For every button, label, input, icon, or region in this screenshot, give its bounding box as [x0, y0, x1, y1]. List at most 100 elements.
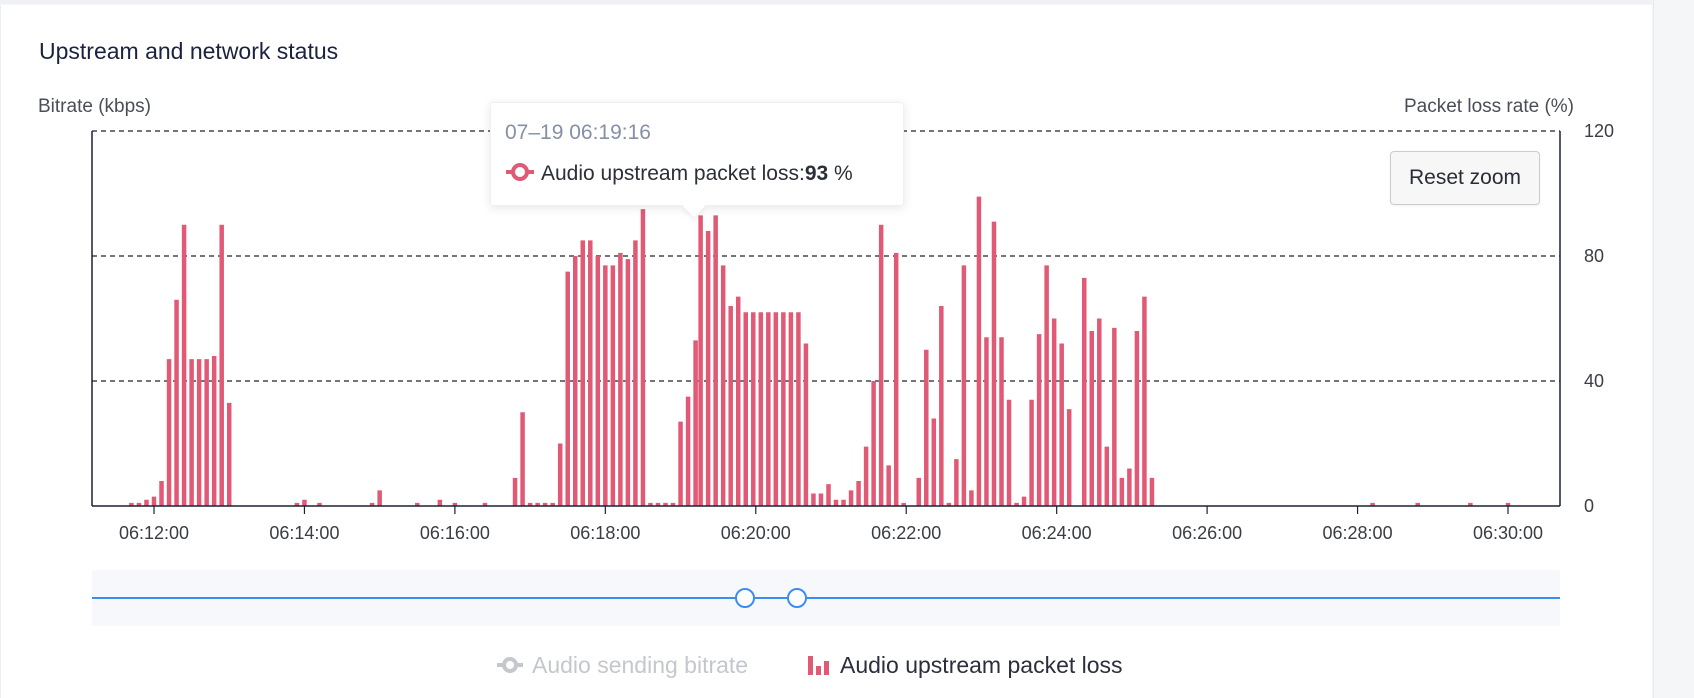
bar	[1127, 468, 1132, 506]
bar	[1505, 502, 1511, 506]
bar	[655, 502, 661, 506]
bar	[735, 296, 741, 506]
bar	[720, 265, 726, 506]
navigator-series-line	[92, 597, 1560, 599]
bar	[841, 499, 846, 506]
legend-item-audio-sending-bitrate[interactable]: Audio sending bitrate	[496, 652, 748, 679]
bar	[437, 499, 443, 506]
bar	[595, 256, 601, 506]
bar	[871, 381, 876, 506]
bar	[946, 502, 952, 506]
x-tick-label: 06:26:00	[1172, 523, 1242, 543]
bar	[924, 349, 929, 506]
bar	[999, 337, 1004, 506]
bar	[1104, 446, 1110, 506]
card-title: Upstream and network status	[39, 38, 339, 64]
x-tick-label: 06:18:00	[570, 523, 640, 543]
bar	[1142, 296, 1147, 506]
bar	[961, 265, 967, 506]
bar	[766, 312, 771, 506]
bar	[878, 224, 884, 506]
bar	[728, 306, 733, 506]
x-tick-label: 06:22:00	[871, 523, 941, 543]
y-tick-label: 80	[1584, 246, 1604, 266]
bar	[640, 209, 646, 506]
bar	[811, 493, 816, 506]
y-tick-label: 120	[1584, 121, 1614, 141]
bar	[588, 240, 593, 506]
reset-zoom-button[interactable]: Reset zoom	[1390, 151, 1540, 205]
bar	[1059, 343, 1064, 506]
bar	[648, 502, 653, 506]
bar	[159, 481, 164, 506]
bar	[781, 312, 786, 506]
bar	[1119, 477, 1125, 506]
tooltip-value: 93	[804, 162, 829, 185]
bar	[856, 481, 861, 506]
bar	[1066, 409, 1072, 506]
bar	[751, 312, 756, 506]
bar	[618, 252, 623, 506]
bar	[580, 240, 586, 506]
bar	[302, 499, 307, 506]
bar	[743, 312, 748, 506]
bar	[848, 490, 854, 506]
x-tick-label: 06:30:00	[1473, 523, 1543, 543]
bar	[294, 502, 300, 506]
bar	[931, 418, 937, 506]
bar	[204, 359, 209, 506]
range-navigator[interactable]	[92, 570, 1560, 626]
right-axis-title: Packet loss rate (%)	[1404, 96, 1574, 117]
bar	[369, 502, 375, 506]
bar	[991, 221, 997, 506]
bar	[954, 459, 959, 506]
x-tick-label: 06:20:00	[721, 523, 791, 543]
bar	[826, 484, 831, 506]
bar	[565, 271, 570, 506]
bar	[1036, 334, 1042, 506]
bar	[969, 490, 974, 506]
bar	[181, 224, 187, 506]
bar	[572, 256, 578, 506]
bar	[603, 265, 608, 506]
bar	[174, 299, 179, 506]
bar	[1149, 477, 1155, 506]
bar	[893, 252, 899, 506]
bar	[863, 446, 869, 506]
packet-loss-chart[interactable]: 0 40 80 120 06:12:00 06:14:00 06:16:00 06:18:00…	[0, 0, 1694, 560]
bar	[1014, 502, 1019, 506]
bar	[1370, 502, 1375, 506]
bar	[1044, 265, 1049, 506]
bar	[535, 502, 540, 506]
bar	[1097, 318, 1102, 506]
left-axis-title: Bitrate (kbps)	[38, 96, 151, 117]
bar	[698, 215, 703, 506]
bar	[705, 231, 711, 506]
bar	[1415, 502, 1420, 506]
x-tick-label: 06:12:00	[119, 523, 189, 543]
range-end-handle[interactable]	[786, 588, 807, 608]
bar	[1021, 496, 1027, 506]
bar	[482, 502, 488, 506]
bar	[1081, 277, 1087, 506]
bar	[796, 312, 801, 506]
bar	[916, 477, 922, 506]
legend-item-audio-upstream-packet-loss[interactable]: Audio upstream packet loss	[806, 652, 1123, 679]
range-start-handle[interactable]	[735, 588, 756, 608]
bar	[1134, 331, 1140, 506]
bar	[788, 312, 794, 506]
bar	[415, 502, 420, 506]
bar	[542, 502, 548, 506]
bar	[1112, 327, 1117, 506]
bar	[984, 337, 989, 506]
bar	[189, 359, 194, 506]
x-tick-label: 06:28:00	[1323, 523, 1393, 543]
y-tick-label: 40	[1584, 371, 1604, 391]
bar	[818, 493, 824, 506]
y-tick-label: 0	[1584, 496, 1594, 516]
bar	[901, 502, 906, 506]
bar	[166, 359, 172, 506]
tooltip-series-label: Audio upstream packet loss:	[541, 162, 805, 185]
bar	[211, 356, 217, 506]
bar	[151, 496, 157, 506]
